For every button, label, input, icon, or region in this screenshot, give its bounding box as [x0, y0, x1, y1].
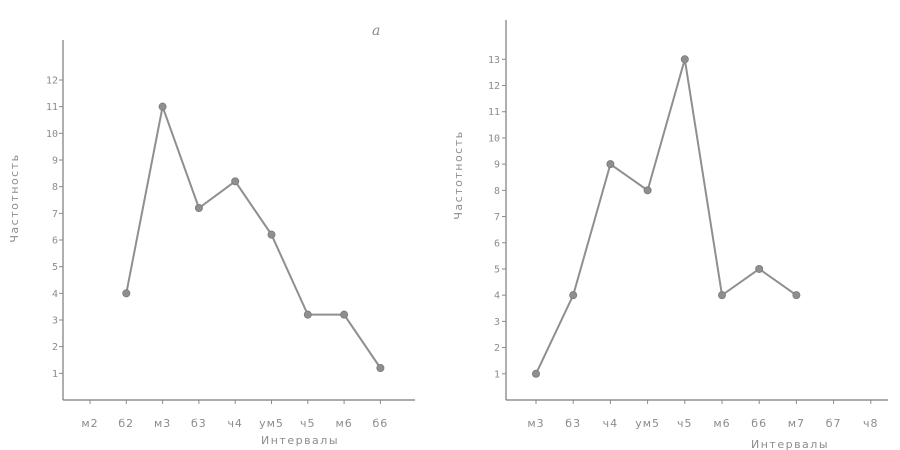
data-point: [643, 186, 652, 195]
y-tick-label: 6: [494, 238, 500, 249]
y-tick-label: 11: [46, 102, 58, 113]
data-point: [755, 264, 764, 273]
x-tick-label: б7: [826, 417, 842, 430]
y-tick-label: 12: [488, 81, 500, 92]
data-point: [606, 160, 615, 169]
x-tick-label: м7: [788, 417, 805, 430]
data-point: [303, 310, 312, 319]
data-point: [267, 230, 276, 239]
y-tick-label: 2: [52, 342, 58, 353]
y-tick-label: 7: [52, 209, 58, 220]
data-point: [231, 177, 240, 186]
y-tick-label: 13: [488, 55, 500, 66]
y-tick-label: 12: [46, 76, 58, 87]
panel-label: а: [372, 23, 380, 39]
y-tick-label: 1: [52, 369, 58, 380]
data-point: [569, 291, 578, 300]
x-tick-label: м3: [527, 417, 544, 430]
data-point: [680, 55, 689, 64]
series-line: [125, 102, 382, 369]
series-line: [535, 59, 797, 375]
y-axis-title: Частотность: [452, 130, 465, 219]
x-tick-label: м6: [335, 417, 352, 430]
y-tick-label: 9: [52, 156, 58, 167]
y-tick-label: 11: [488, 107, 500, 118]
data-point: [122, 289, 131, 298]
x-axis-title: Интервалы: [751, 438, 829, 450]
x-tick-label: б3: [191, 417, 207, 430]
data-point: [792, 291, 801, 300]
x-tick-label: ч8: [863, 417, 879, 430]
data-point: [194, 203, 203, 212]
x-tick-label: ч5: [677, 417, 693, 430]
y-tick-label: 5: [52, 262, 58, 273]
data-point: [718, 291, 727, 300]
x-tick-label: ум5: [635, 417, 660, 430]
y-tick-label: 6: [52, 236, 58, 247]
data-point: [340, 310, 349, 319]
x-tick-label: м2: [81, 417, 98, 430]
y-tick-label: 4: [494, 291, 500, 302]
x-tick-label: ч5: [300, 417, 316, 430]
x-tick-label: б2: [118, 417, 134, 430]
y-tick-label: 5: [494, 264, 500, 275]
x-tick-label: м6: [713, 417, 730, 430]
y-tick-label: 9: [494, 160, 500, 171]
x-tick-label: ч4: [227, 417, 243, 430]
y-tick-label: 3: [52, 316, 58, 327]
y-tick-label: 8: [494, 186, 500, 197]
x-tick-label: ч4: [603, 417, 619, 430]
data-point: [532, 369, 541, 378]
y-tick-label: 1: [494, 369, 500, 380]
y-tick-label: 2: [494, 343, 500, 354]
y-tick-label: 10: [46, 129, 58, 140]
x-tick-label: м3: [154, 417, 171, 430]
y-tick-label: 4: [52, 289, 58, 300]
y-tick-label: 8: [52, 182, 58, 193]
data-point: [158, 102, 167, 111]
y-tick-label: 7: [494, 212, 500, 223]
y-tick-label: 10: [488, 133, 500, 144]
x-axis-title: Интервалы: [261, 434, 339, 447]
x-tick-label: ум5: [259, 417, 284, 430]
x-tick-label: б6: [751, 417, 767, 430]
x-tick-label: б3: [565, 417, 581, 430]
data-point: [376, 363, 385, 372]
x-tick-label: б6: [373, 417, 389, 430]
y-tick-label: 3: [494, 317, 500, 328]
y-axis-title: Частотность: [8, 153, 21, 242]
